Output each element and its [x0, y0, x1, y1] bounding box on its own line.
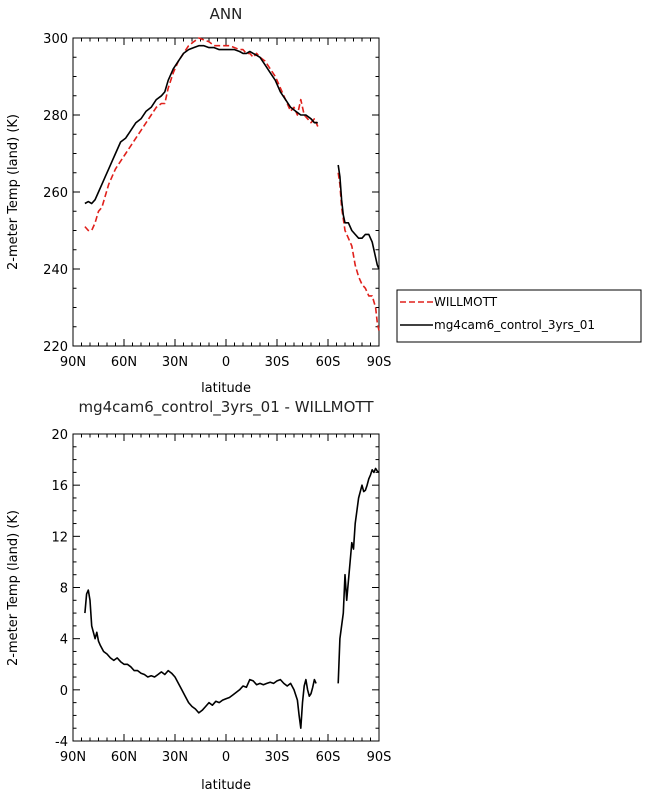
bottom-chart-title: mg4cam6_control_3yrs_01 - WILLMOTT — [79, 398, 375, 417]
bottom-plot-frame — [72, 433, 380, 742]
bottom-chart-xlabel: latitude — [201, 778, 251, 793]
legend-box — [396, 289, 642, 343]
x-tick-label: 60N — [111, 355, 137, 370]
x-tick-label: 30N — [162, 750, 188, 765]
top-chart-ticks — [72, 37, 380, 347]
top-chart-legend: WILLMOTT mg4cam6_control_3yrs_01 — [396, 289, 642, 343]
series-line-1-segment-1 — [337, 164, 380, 270]
x-tick-label: 30N — [162, 355, 188, 370]
bottom-chart: mg4cam6_control_3yrs_01 - WILLMOTT 90N 60… — [6, 398, 391, 793]
x-tick-label: 90S — [367, 750, 392, 765]
y-tick-label: 240 — [43, 263, 68, 278]
bottom-chart-series — [84, 467, 380, 730]
top-chart-title: ANN — [210, 5, 243, 23]
series-line-0-segment-1 — [337, 172, 380, 331]
y-tick-label: 8 — [60, 582, 68, 597]
y-tick-label: 16 — [51, 479, 68, 494]
series-line-0-segment-0 — [84, 37, 319, 232]
x-tick-label: 30S — [265, 750, 290, 765]
top-plot-frame — [72, 37, 380, 347]
series-line-0-segment-1 — [337, 467, 380, 684]
series-line-1-segment-0 — [84, 44, 318, 205]
y-tick-label: -4 — [55, 735, 68, 750]
top-chart-ylabel: 2-meter Temp (land) (K) — [6, 114, 21, 270]
x-tick-label: 0 — [222, 750, 230, 765]
legend-label-model: mg4cam6_control_3yrs_01 — [434, 318, 595, 332]
y-tick-label: 0 — [60, 684, 68, 699]
bottom-chart-ticks — [72, 433, 380, 742]
top-chart: ANN 90N 60N 30N 0 30S 60S 90S 220 240 260 280 300 l… — [6, 5, 642, 396]
series-line-0-segment-0 — [84, 589, 317, 730]
x-tick-label: 30S — [265, 355, 290, 370]
bottom-chart-tick-labels: 90N 60N 30N 0 30S 60S 90S -4 0 4 8 12 16 20 — [51, 428, 391, 765]
y-tick-label: 260 — [43, 186, 68, 201]
top-chart-series — [84, 37, 380, 331]
y-tick-label: 20 — [51, 428, 68, 443]
x-tick-label: 90N — [60, 750, 86, 765]
x-tick-label: 90S — [367, 355, 392, 370]
legend-label-willmott: WILLMOTT — [434, 295, 498, 309]
y-tick-label: 12 — [51, 530, 68, 545]
x-tick-label: 60S — [316, 750, 341, 765]
x-tick-label: 90N — [60, 355, 86, 370]
y-tick-label: 300 — [43, 32, 68, 47]
y-tick-label: 220 — [43, 340, 68, 355]
x-tick-label: 60S — [316, 355, 341, 370]
top-chart-tick-labels: 90N 60N 30N 0 30S 60S 90S 220 240 260 280 300 — [43, 32, 391, 370]
top-chart-xlabel: latitude — [201, 381, 251, 396]
y-tick-label: 280 — [43, 109, 68, 124]
bottom-chart-ylabel: 2-meter Temp (land) (K) — [6, 510, 21, 666]
x-tick-label: 60N — [111, 750, 137, 765]
y-tick-label: 4 — [60, 633, 68, 648]
x-tick-label: 0 — [222, 355, 230, 370]
